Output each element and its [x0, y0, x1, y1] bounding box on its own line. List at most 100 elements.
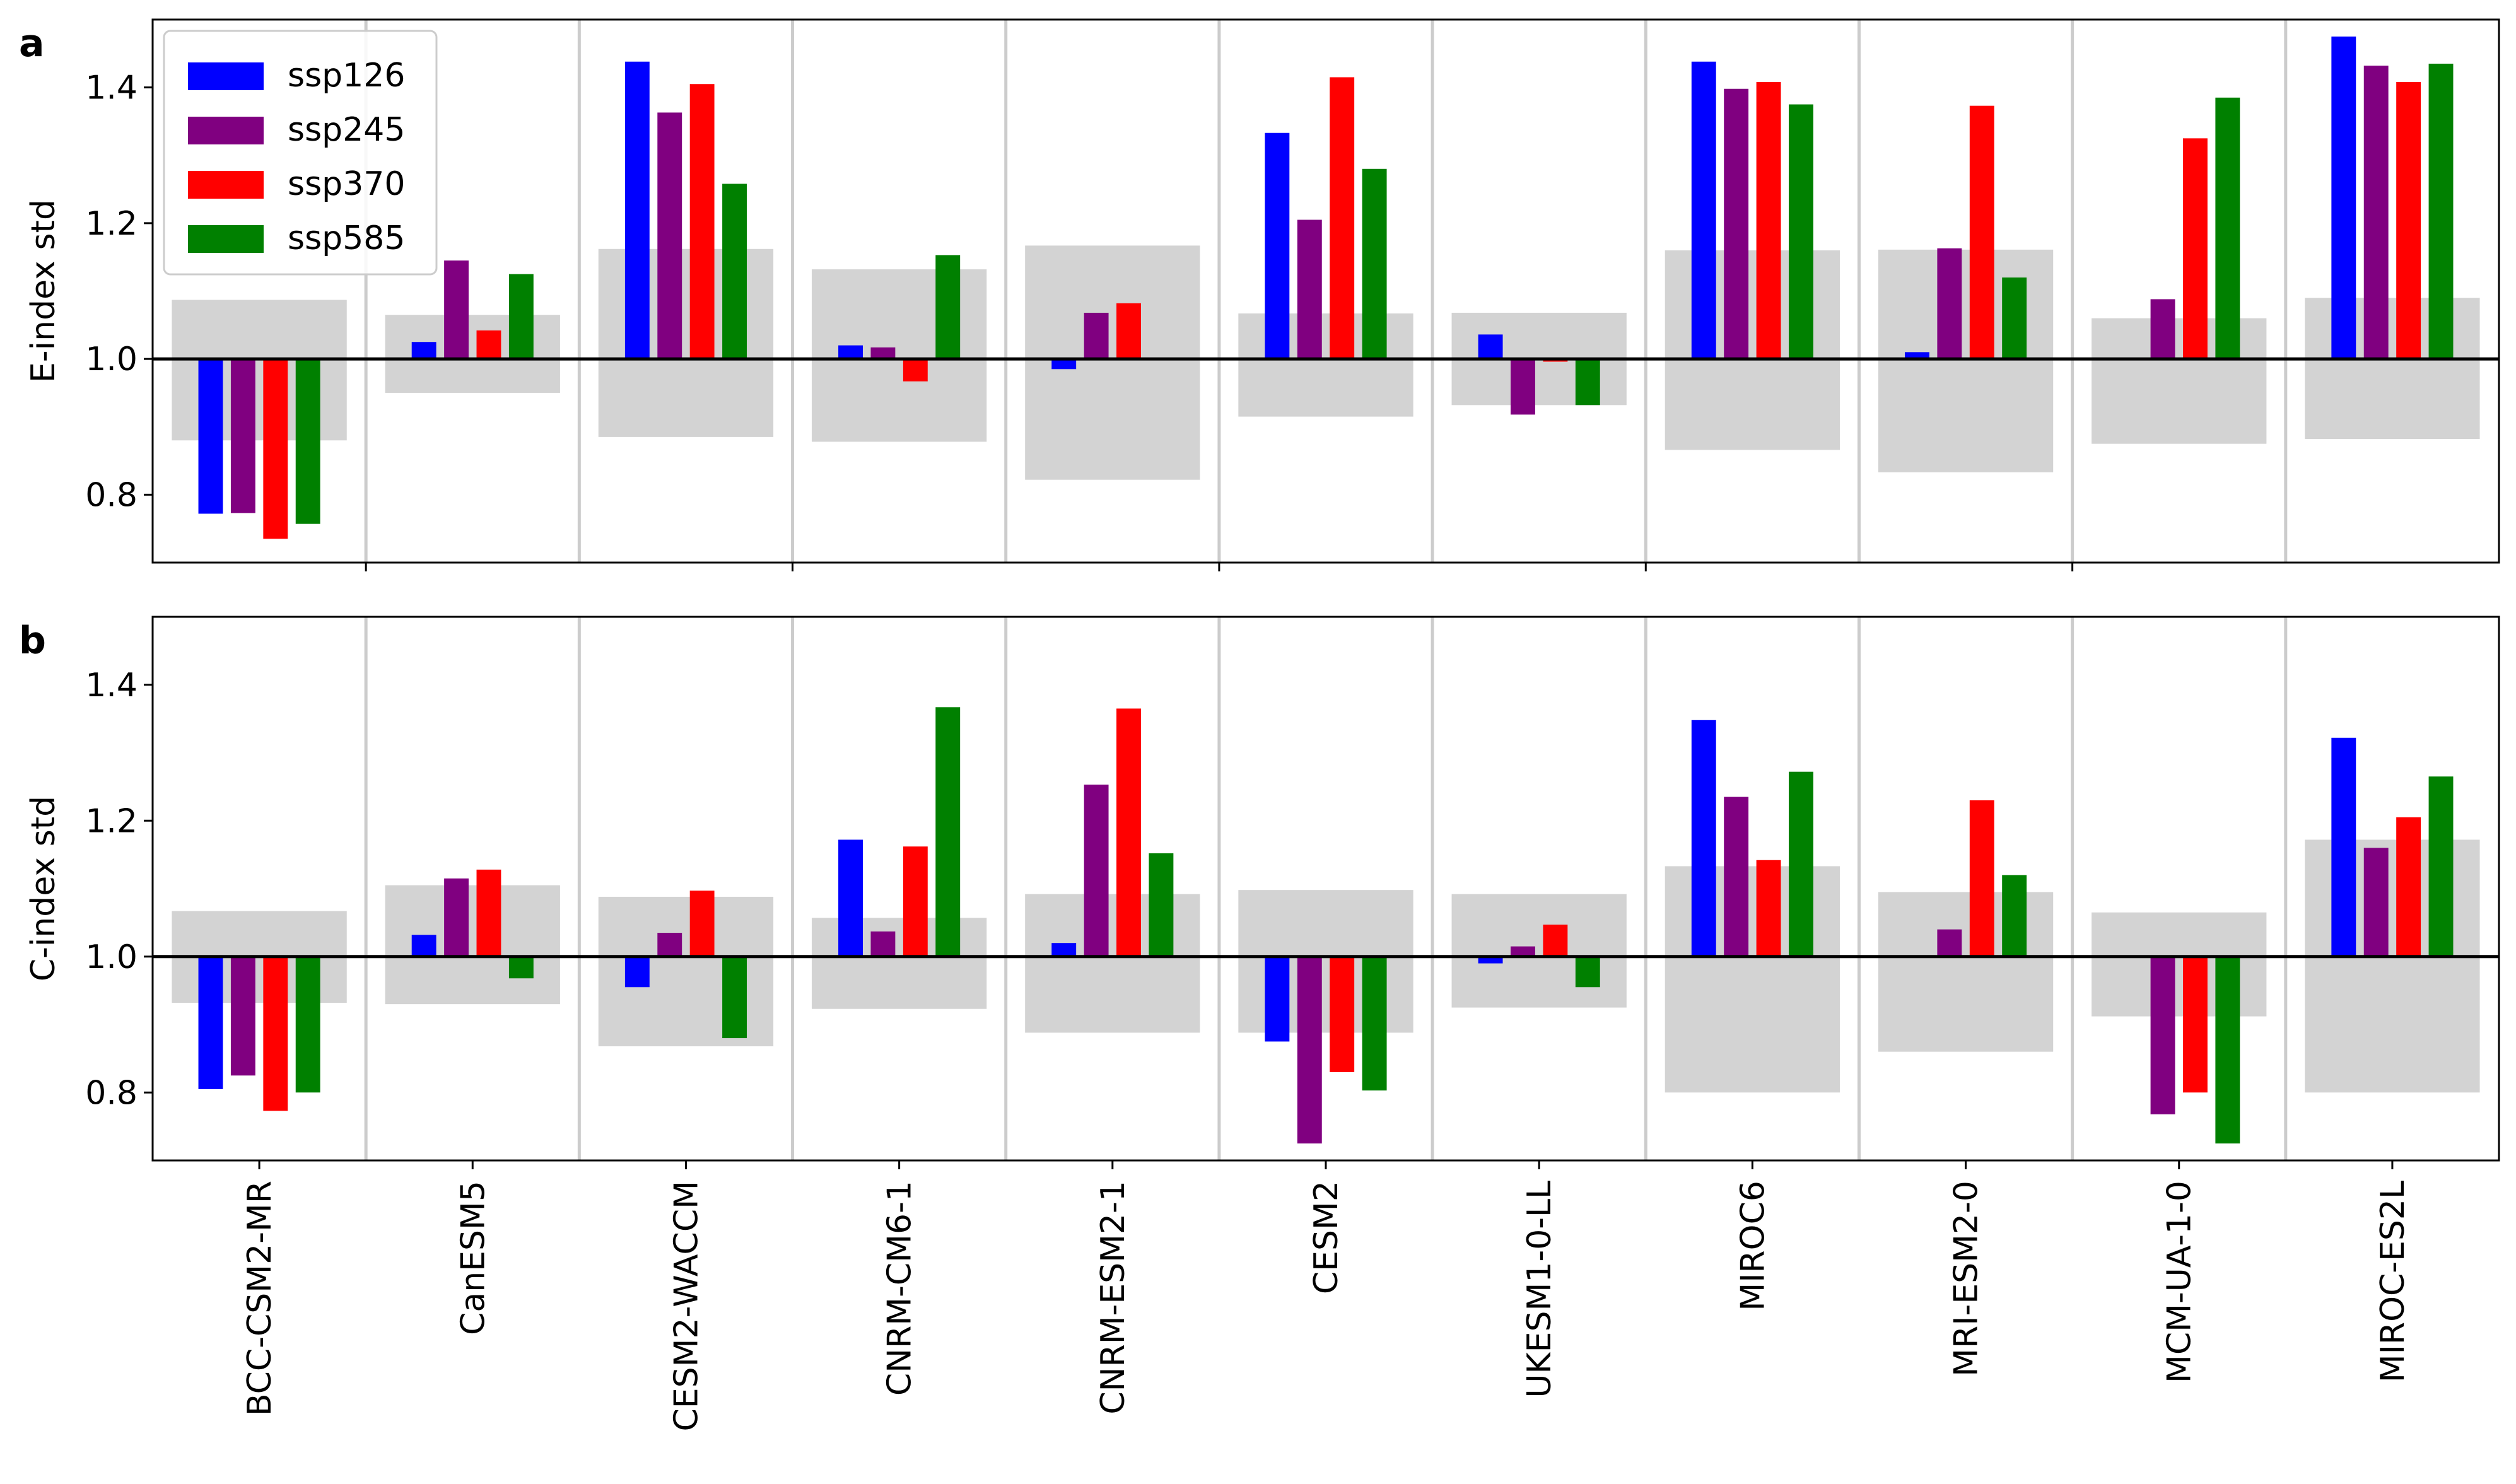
bar-ssp245: [1511, 946, 1535, 957]
panel-letter: b: [19, 619, 46, 663]
bar-ssp585: [1789, 771, 1813, 957]
bar-ssp585: [295, 956, 320, 1093]
range-band: [1665, 866, 1840, 1093]
bar-ssp585: [2002, 277, 2027, 359]
bar-ssp245: [1724, 797, 1749, 957]
y-axis-label: E-index std: [25, 199, 62, 383]
plot-frame: [151, 18, 2500, 564]
bar-ssp245: [657, 933, 682, 957]
range-band: [1878, 892, 2054, 1052]
bar-ssp245: [1084, 312, 1109, 359]
bar-ssp126: [838, 839, 863, 957]
bar-ssp585: [2215, 97, 2240, 359]
y-tick-label: 1.2: [85, 802, 138, 840]
y-axis-label: C-index std: [25, 796, 62, 981]
legend-swatch: [188, 62, 264, 90]
bar-ssp245: [1937, 248, 1962, 359]
bar-ssp126: [1691, 61, 1716, 359]
legend-frame: [163, 30, 438, 276]
x-tick-label: MIROC-ES2L: [2374, 1181, 2412, 1382]
bar-ssp370: [1756, 82, 1781, 359]
bar-ssp370: [263, 956, 288, 1111]
range-band: [1451, 894, 1627, 1008]
x-tick-label: UKESM1-0-LL: [1521, 1181, 1559, 1398]
x-tick-label: CNRM-ESM2-1: [1094, 1181, 1132, 1415]
panel-letter: a: [19, 21, 45, 66]
bar-ssp370: [689, 84, 715, 359]
bar-ssp126: [1478, 956, 1503, 964]
bar-ssp245: [657, 112, 682, 359]
range-band: [1665, 250, 1840, 450]
bar-ssp585: [935, 255, 961, 359]
bar-ssp245: [1084, 785, 1109, 957]
bar-ssp126: [1904, 352, 1929, 359]
bar-ssp585: [508, 956, 534, 979]
bar-ssp370: [689, 891, 715, 957]
bar-ssp126: [1691, 720, 1716, 957]
bar-ssp245: [444, 878, 469, 957]
y-tick-label: 0.8: [85, 1074, 138, 1112]
legend-label: ssp370: [288, 165, 405, 203]
bar-ssp370: [2396, 82, 2421, 359]
bar-ssp370: [2182, 956, 2208, 1093]
bar-ssp245: [2150, 299, 2175, 359]
x-tick-label: CESM2-WACCM: [667, 1181, 705, 1432]
bar-ssp370: [1756, 860, 1781, 957]
y-tick-label: 1.2: [85, 205, 138, 243]
panel-b: 0.8 1.0 1.2 1.4 C-index std b BCC-CSM2-MR CanES…: [19, 616, 2500, 1432]
bar-ssp245: [2150, 956, 2175, 1114]
bar-ssp585: [1575, 956, 1600, 988]
bar-ssp370: [1116, 303, 1141, 359]
bar-ssp370: [1969, 105, 1994, 359]
range-band: [2305, 839, 2480, 1093]
bar-ssp370: [903, 846, 928, 957]
bar-ssp245: [1297, 219, 1322, 359]
panel-a: 0.8 1.0 1.2 1.4 E-index std a ssp126 ssp245 ssp3…: [19, 18, 2500, 571]
range-band: [811, 918, 987, 1009]
bar-ssp245: [2363, 848, 2389, 957]
bar-ssp585: [2428, 63, 2454, 359]
bar-ssp126: [198, 359, 223, 514]
range-band: [598, 248, 774, 437]
range-band: [2092, 318, 2267, 444]
x-tick-label: CESM2: [1308, 1181, 1345, 1294]
range-band: [385, 315, 560, 393]
y-tick-label: 1.0: [85, 341, 138, 378]
x-tick-label: MRI-ESM2-0: [1948, 1181, 1986, 1377]
bar-ssp585: [1362, 956, 1387, 1091]
x-tick-label: MCM-UA-1-0: [2161, 1181, 2199, 1383]
bar-ssp585: [722, 956, 747, 1039]
bar-ssp126: [411, 935, 436, 957]
y-tick-label: 0.8: [85, 476, 138, 514]
bar-ssp126: [1265, 956, 1290, 1042]
range-band: [385, 885, 560, 1005]
bar-ssp245: [1511, 359, 1535, 415]
bar-ssp585: [1575, 359, 1600, 406]
legend-swatch: [188, 117, 264, 144]
y-tick-label: 1.0: [85, 938, 138, 976]
legend-label: ssp126: [288, 57, 405, 95]
bar-ssp370: [2396, 817, 2421, 957]
bar-ssp370: [903, 359, 928, 382]
bar-ssp370: [1116, 708, 1141, 957]
bar-ssp245: [1937, 929, 1962, 957]
bar-ssp585: [1362, 168, 1387, 359]
bar-ssp245: [870, 347, 896, 359]
x-tick-label: CanESM5: [454, 1181, 492, 1335]
bar-ssp370: [476, 869, 501, 957]
range-band: [811, 269, 987, 442]
bar-ssp585: [1149, 853, 1174, 957]
bar-ssp126: [838, 345, 863, 359]
legend-label: ssp245: [288, 111, 405, 149]
bar-ssp245: [444, 260, 469, 359]
bar-ssp245: [2363, 66, 2389, 359]
bar-ssp370: [476, 330, 501, 359]
bar-ssp126: [198, 956, 223, 1089]
bar-ssp126: [1051, 359, 1077, 370]
bar-ssp245: [870, 931, 896, 957]
bar-ssp370: [1330, 956, 1355, 1072]
bar-ssp585: [508, 274, 534, 359]
legend-label: ssp585: [288, 219, 405, 257]
bar-ssp126: [1265, 132, 1290, 359]
